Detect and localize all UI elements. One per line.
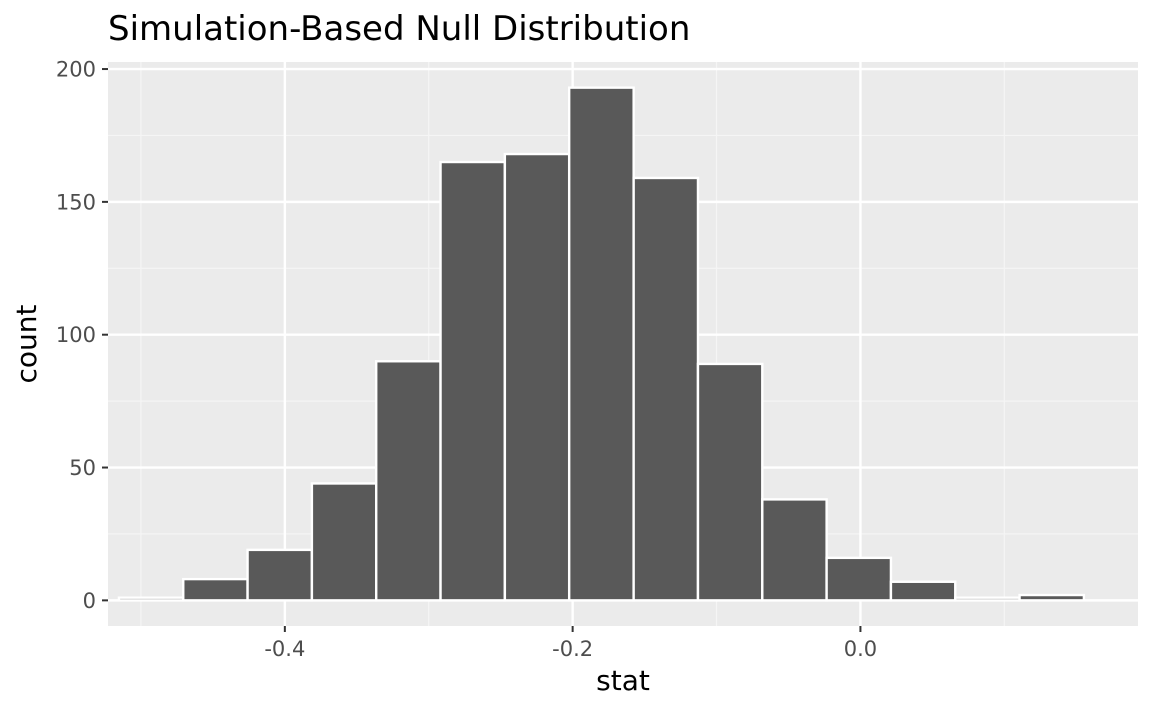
y-tick-label-1: 50 [69, 456, 96, 480]
histogram-bar-0 [117, 596, 185, 602]
x-tick-label-1: -0.2 [552, 637, 593, 661]
histogram-bar-12 [889, 580, 957, 602]
histogram-bar-2 [246, 548, 314, 602]
histogram-bar-7 [567, 86, 635, 602]
histogram-bar-9 [696, 362, 764, 602]
x-tick-label-2: 0.0 [844, 637, 877, 661]
y-axis-title: count [10, 304, 43, 383]
y-tick-label-4: 200 [56, 58, 96, 82]
y-axis: 0 50 100 150 200 [56, 58, 108, 613]
histogram-bar-4 [375, 360, 442, 602]
histogram-bar-6 [503, 152, 571, 602]
y-tick-label-3: 150 [56, 190, 96, 214]
chart-title: Simulation-Based Null Distribution [108, 9, 690, 49]
x-axis: -0.4 -0.2 0.0 [264, 626, 877, 661]
histogram-bar-11 [825, 556, 893, 602]
histogram-bar-13 [954, 596, 1021, 602]
histogram-bar-10 [761, 498, 828, 602]
histogram-bar-8 [632, 176, 700, 602]
histogram-bar-1 [182, 577, 249, 602]
histogram-bar-14 [1018, 593, 1086, 602]
histogram-bar-5 [439, 160, 507, 602]
x-axis-title: stat [596, 664, 650, 697]
y-tick-label-2: 100 [56, 323, 96, 347]
y-tick-label-0: 0 [83, 589, 96, 613]
histogram-bar-3 [310, 482, 378, 602]
histogram-bars [117, 86, 1086, 602]
x-tick-label-0: -0.4 [264, 637, 305, 661]
